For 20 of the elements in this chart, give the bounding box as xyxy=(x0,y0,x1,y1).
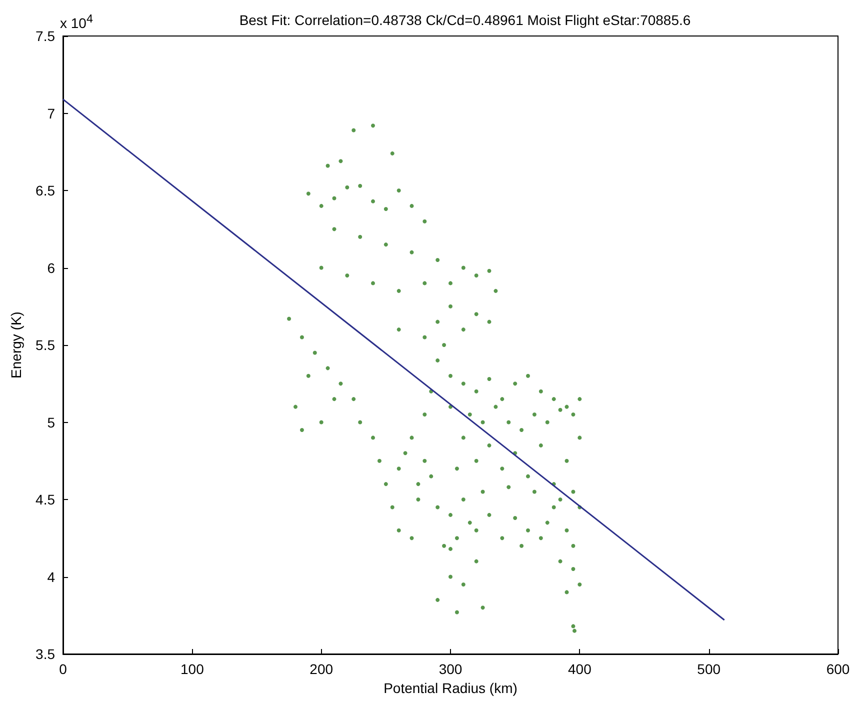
y-tick-label: 6.5 xyxy=(36,182,56,198)
x-tick-label: 500 xyxy=(697,661,721,677)
y-tick-label: 5 xyxy=(47,414,56,430)
x-tick-label: 0 xyxy=(59,661,68,677)
x-axis-title: Potential Radius (km) xyxy=(384,680,518,696)
y-tick-label: 7 xyxy=(47,105,56,122)
y-tick-label: 3.5 xyxy=(36,646,56,662)
y-axis-title: Energy (K) xyxy=(8,312,24,378)
x-tick-label: 600 xyxy=(826,661,850,677)
x-tick-label: 200 xyxy=(310,661,334,677)
y-tick-label: 7.5 xyxy=(36,28,56,44)
text: x 10$^{4}$ xyxy=(60,12,93,31)
x-tick-label: 300 xyxy=(438,661,462,677)
x-tick-label: 100 xyxy=(180,661,204,677)
x-tick-label: 400 xyxy=(568,661,592,677)
y-tick-label: 4.5 xyxy=(36,492,56,508)
y-tick-label: 5.5 xyxy=(36,337,56,353)
y-tick-label: 6 xyxy=(47,260,56,276)
chart-title: Best Fit: Correlation=0.48738 Ck/Cd=0.48961 Moist Flight eStar:70885.6 xyxy=(239,12,691,28)
y-tick-label: 4 xyxy=(47,568,56,585)
